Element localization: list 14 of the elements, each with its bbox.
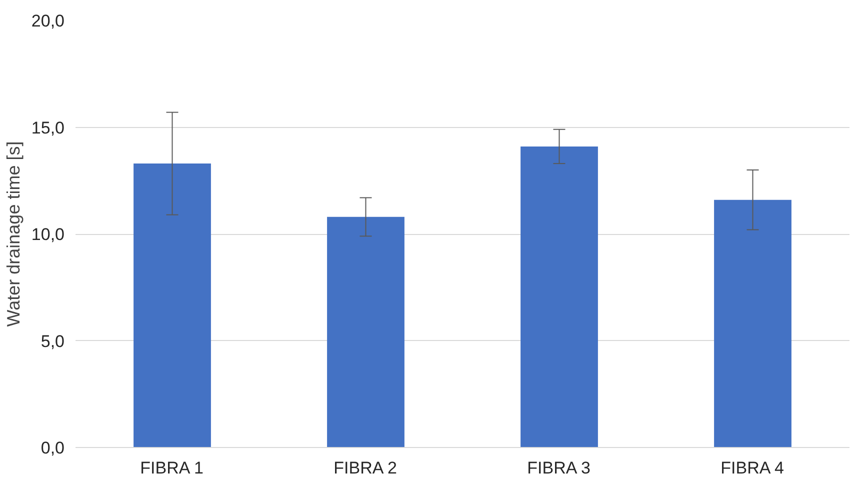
bar xyxy=(134,164,211,448)
x-tick-label: FIBRA 3 xyxy=(527,458,590,478)
bar xyxy=(327,216,404,448)
y-axis-title: Water drainage time [s] xyxy=(3,141,24,327)
y-tick-label: 15,0 xyxy=(31,118,65,138)
y-tick-label: 10,0 xyxy=(31,225,65,244)
x-tick-label: FIBRA 1 xyxy=(140,458,204,478)
y-tick-label: 20,0 xyxy=(31,12,65,30)
bar xyxy=(714,200,792,448)
x-tick-label: FIBRA 4 xyxy=(720,458,784,478)
x-tick-label: FIBRA 2 xyxy=(334,458,397,478)
bar xyxy=(520,146,598,448)
y-tick-label: 5,0 xyxy=(40,332,65,351)
y-tick-label: 0,0 xyxy=(40,438,65,458)
